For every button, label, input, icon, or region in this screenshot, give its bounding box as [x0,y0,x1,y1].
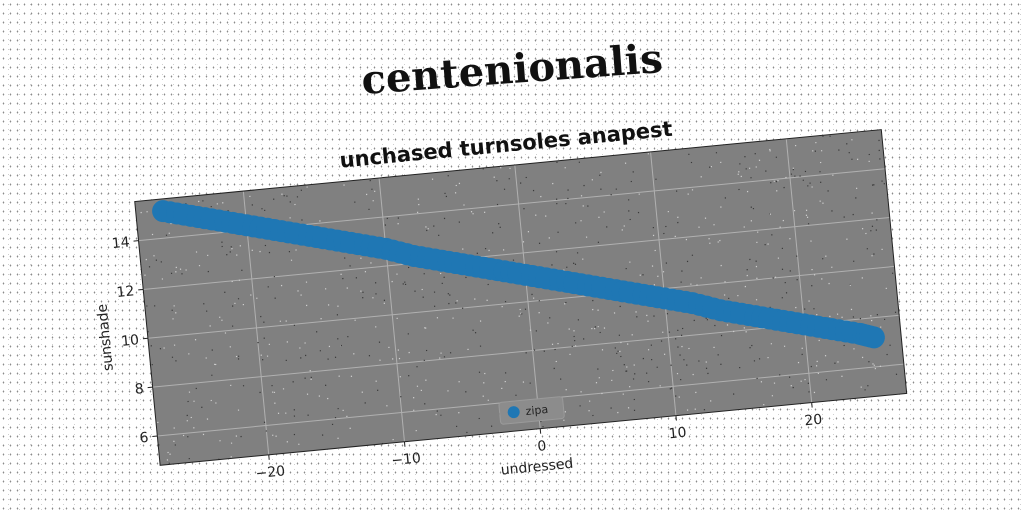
legend-label-zipa: zipa [525,403,549,418]
data-point-fill [859,325,882,348]
x-tick-label: −20 [255,463,286,482]
y-gridline [143,217,890,290]
x-gridline [785,138,813,403]
legend: zipa [498,396,565,425]
y-axis-label: sunshade [94,303,116,372]
legend-marker-zipa [507,406,520,419]
y-tick-label: 12 [116,283,135,301]
y-tick-label: 14 [111,234,130,252]
x-axis-label: undressed [500,456,574,479]
x-gridline [378,177,405,442]
y-tick-label: 6 [139,430,149,447]
y-tick-label: 8 [134,381,144,398]
y-gridline [147,265,895,339]
y-tick-label: 10 [121,332,140,350]
x-gridline [514,164,541,429]
axes-frame [134,129,908,466]
plot-noise [140,135,898,464]
x-tick-label: 10 [668,425,687,443]
plot-area [134,129,907,466]
axes: −20 −10 0 10 20 6 8 10 12 14 [111,129,908,482]
series-points [152,200,885,349]
x-tick-label: −10 [391,450,422,469]
x-gridline [650,151,677,416]
x-tick-label: 20 [804,412,823,430]
x-tick-label: 0 [537,438,547,455]
